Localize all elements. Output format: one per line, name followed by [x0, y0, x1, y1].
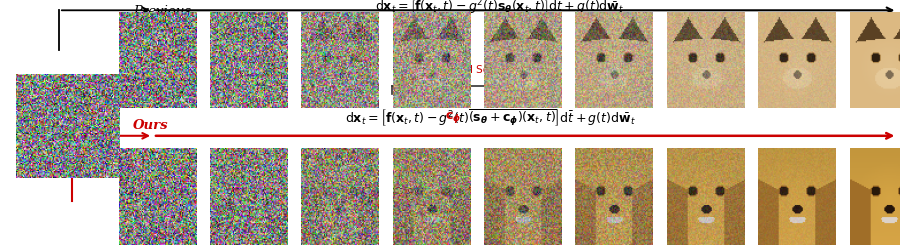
Text: Adjusted Score: Adjusted Score [427, 64, 505, 74]
Text: $\mathrm{d}\mathbf{x}_t = \left[\mathbf{f}(\mathbf{x}_t,t) - g^2(t)\overline{(\m: $\mathrm{d}\mathbf{x}_t = \left[\mathbf{… [345, 107, 636, 128]
Text: $\mathrm{d}\mathbf{x}_t = \left[\mathbf{f}(\mathbf{x}_t,t) - g^2(t)\mathbf{s}_{\: $\mathrm{d}\mathbf{x}_t = \left[\mathbf{… [375, 0, 624, 16]
Text: $\mathbf{c}_{\boldsymbol{\phi}}$: $\mathbf{c}_{\boldsymbol{\phi}}$ [445, 110, 461, 125]
Text: Ours: Ours [133, 118, 169, 132]
Text: Previous: Previous [133, 5, 192, 18]
